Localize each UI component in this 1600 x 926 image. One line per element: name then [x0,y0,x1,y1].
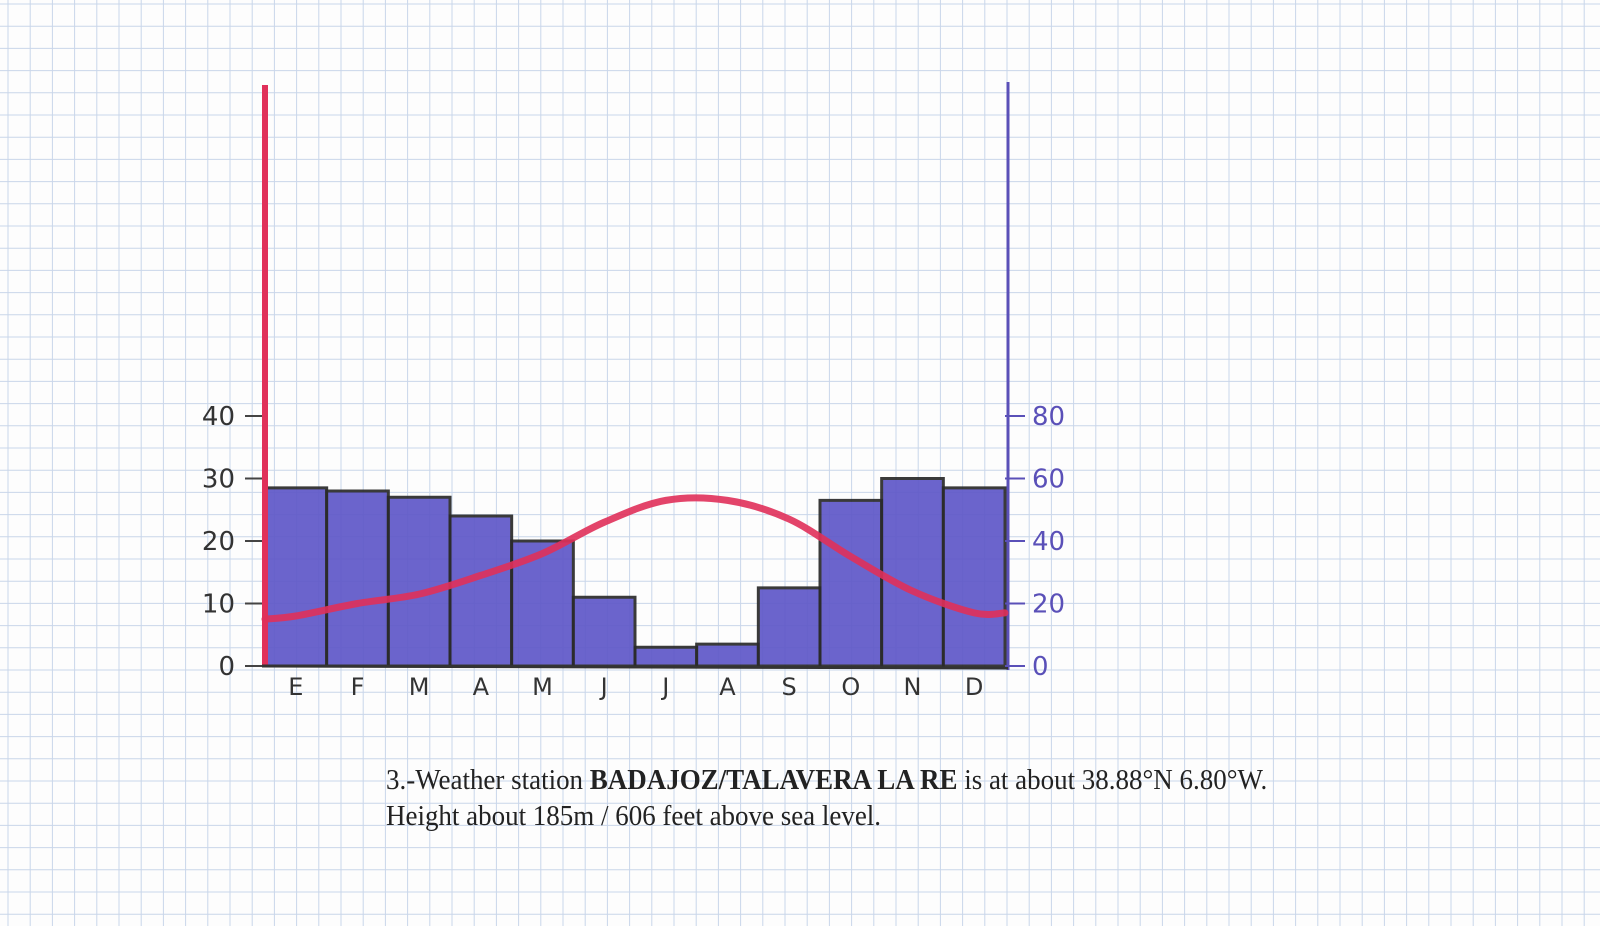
month-label: J [660,673,669,701]
month-label: D [965,673,983,701]
month-label: S [782,673,797,701]
temperature-line [261,494,1009,623]
precipitation-bar [263,486,329,668]
axis-ticks: E F M A M J J A S O N D 0 10 20 30 40 0 20 40 60 80 [202,402,1065,701]
caption-height: Height about 185m / 606 feet above sea l… [386,800,882,832]
precipitation-bar [695,642,760,668]
right-tick-label: 0 [1032,652,1049,682]
left-tick-label: 40 [202,402,235,432]
month-label: M [409,673,430,701]
month-label: F [351,673,365,701]
precipitation-bar [386,495,452,668]
right-tick-label: 40 [1032,527,1065,557]
precipitation-bar [571,595,637,668]
month-label: A [719,673,736,701]
caption-prefix: 3.-Weather station [386,764,590,796]
month-label: M [532,673,553,701]
precipitation-bar [325,489,390,668]
right-tick-label: 60 [1032,465,1065,495]
month-label: O [841,673,860,701]
precipitation-bar [818,498,884,668]
precipitation-bar [448,514,514,668]
month-label: A [473,673,490,701]
left-tick-label: 10 [202,590,235,620]
precipitation-bar [633,645,699,668]
caption-coordinates: is at about 38.88°N 6.80°W. [957,764,1268,796]
station-caption: 3.-Weather station BADAJOZ/TALAVERA LA R… [386,762,1267,834]
month-label: J [599,673,608,701]
precipitation-bars [263,477,1007,668]
month-label: N [904,673,922,701]
month-label: E [288,673,303,701]
x-axis-line [261,664,1009,670]
left-tick-label: 20 [202,527,235,557]
right-tick-label: 80 [1032,402,1065,432]
precipitation-bar [756,586,822,668]
left-tick-label: 0 [218,652,235,682]
left-tick-label: 30 [202,465,235,495]
right-tick-label: 20 [1032,590,1065,620]
precipitation-bar [880,477,945,668]
station-name: BADAJOZ/TALAVERA LA RE [589,764,958,796]
precipitation-bar [941,486,1007,668]
